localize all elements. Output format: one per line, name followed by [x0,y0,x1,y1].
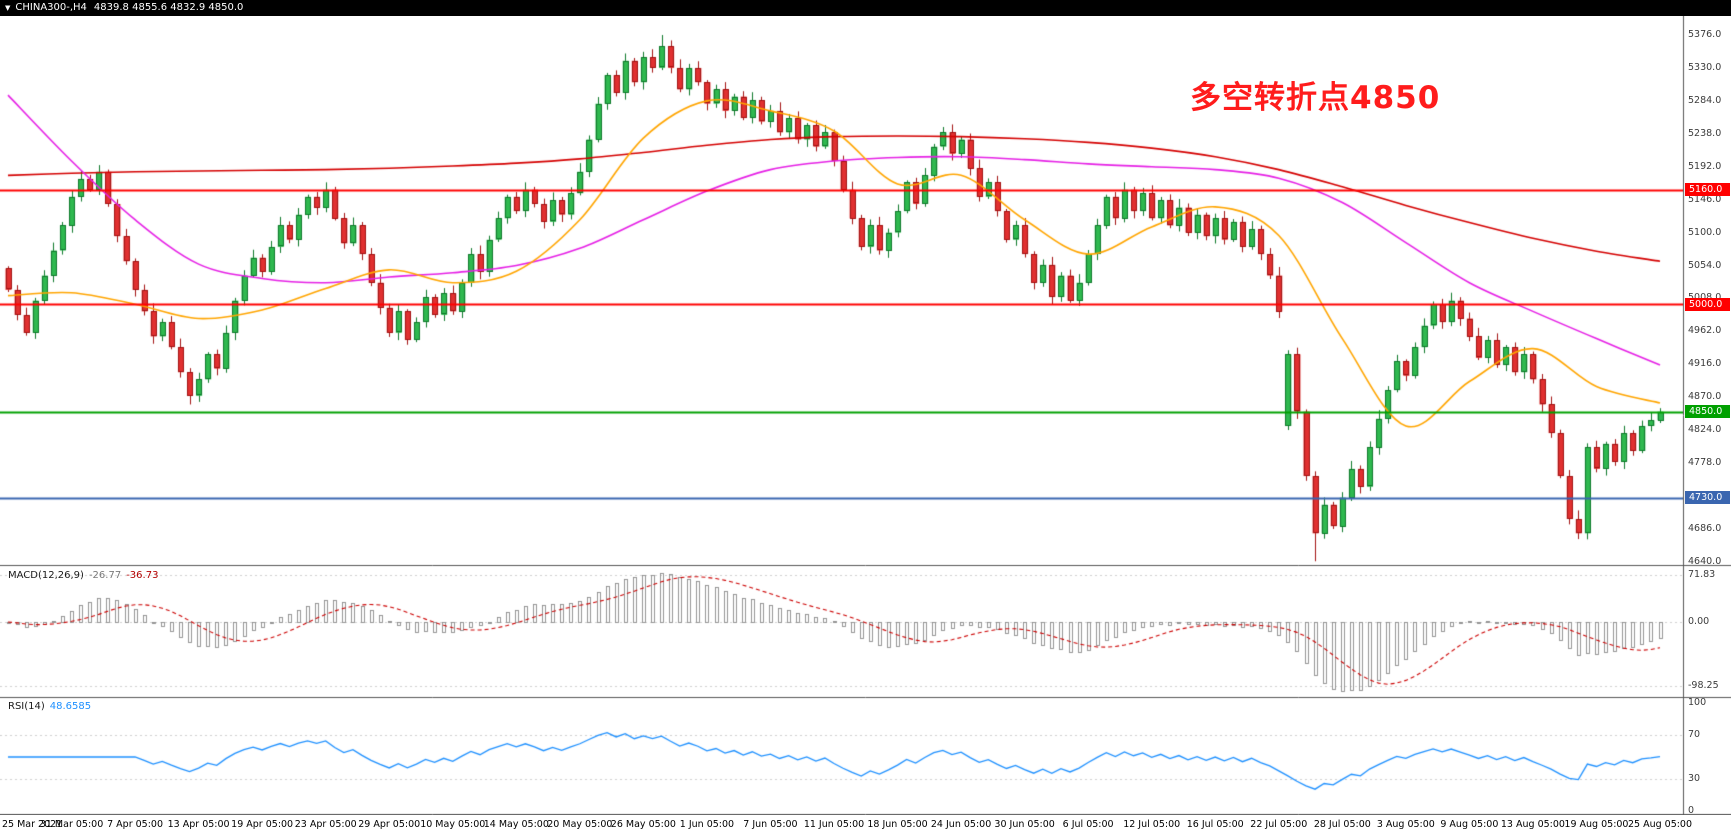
macd-indicator-label: MACD(12,26,9) -26.77 -36.73 [8,570,158,581]
price-scale[interactable]: 5376.0 5330.0 5284.0 5238.0 5192.0 5146.0 5100… [1684,16,1731,567]
price-tick-label: 4686.0 [1688,523,1722,535]
price-tick-label: 5054.0 [1688,259,1722,271]
price-tick-label: 5146.0 [1688,193,1722,205]
price-level-badge: 4730.0 [1685,491,1730,505]
price-tick-label: 5284.0 [1688,94,1722,106]
macd-tick-label: 71.83 [1688,569,1716,581]
price-tick-label: 5192.0 [1688,160,1722,172]
rsi-scale: 100 70 30 0 [1684,697,1731,816]
macd-main-value: -26.77 [88,570,122,581]
ohlc-readout: 4839.8 4855.6 4832.9 4850.0 [93,2,244,13]
date-label: 30 Jun 05:00 [994,819,1055,830]
rsi-indicator-label: RSI(14) 48.6585 [8,701,91,712]
date-label: 7 Apr 05:00 [107,819,164,830]
date-label: 25 Mar 2021 [2,819,63,830]
rsi-name: RSI(14) [8,701,45,712]
rsi-value: 48.6585 [49,701,92,712]
date-label: 1 Jun 05:00 [679,819,735,830]
price-tick-label: 5376.0 [1688,29,1722,40]
price-tick-label: 5330.0 [1688,61,1722,73]
date-label: 24 Jun 05:00 [930,819,992,830]
price-level-badge: 4850.0 [1685,405,1730,419]
macd-scale: 71.83 0.00 -98.25 [1684,566,1731,697]
date-label: 29 Apr 05:00 [358,819,421,830]
annotation-text: 多空转折点4850 [1190,80,1441,116]
time-axis[interactable]: 25 Mar 2021 31 Mar 05:00 7 Apr 05:00 13 Apr… [0,815,1731,834]
date-label: 9 Aug 05:00 [1440,819,1499,830]
date-label: 19 Aug 05:00 [1564,819,1629,830]
date-label: 11 Jun 05:00 [803,819,865,830]
symbol-timeframe-label: CHINA300-,H4 [15,2,87,13]
macd-tick-label: -98.25 [1688,680,1719,692]
date-label: 31 Mar 05:00 [39,819,104,830]
date-label: 18 Jun 05:00 [867,819,928,830]
date-label: 26 May 05:00 [610,819,676,830]
price-level-badge: 5000.0 [1685,297,1730,311]
date-label: 23 Apr 05:00 [294,819,357,830]
macd-signal-value: -36.73 [126,570,159,581]
rsi-tick-label: 70 [1688,729,1701,741]
price-tick-label: 4962.0 [1688,325,1722,337]
macd-tick-label: 0.00 [1688,616,1710,627]
price-tick-label: 4824.0 [1688,424,1722,436]
price-tick-label: 4778.0 [1688,457,1722,469]
date-label: 6 Jul 05:00 [1062,819,1114,830]
price-tick-label: 4870.0 [1688,391,1722,403]
date-label: 20 May 05:00 [547,819,613,830]
date-label: 25 Aug 05:00 [1627,819,1693,830]
price-tick-label: 4916.0 [1688,358,1722,370]
date-label: 13 Aug 05:00 [1500,819,1565,830]
chart-title-bar: ▼ CHINA300-,H4 4839.8 4855.6 4832.9 4850.0 [0,0,1731,16]
price-tick-label: 4640.0 [1688,555,1722,567]
chart-marker-icon: ▼ [5,4,11,12]
date-label: 16 Jul 05:00 [1186,819,1244,830]
macd-name: MACD(12,26,9) [8,570,84,581]
rsi-tick-label: 30 [1688,772,1701,784]
price-tick-label: 5100.0 [1688,226,1722,238]
date-label: 28 Jul 05:00 [1313,819,1371,830]
date-label: 3 Aug 05:00 [1376,819,1435,830]
rsi-tick-label: 0 [1688,805,1695,816]
date-label: 12 Jul 05:00 [1123,819,1181,830]
date-label: 19 Apr 05:00 [231,819,294,830]
rsi-tick-label: 100 [1688,697,1707,708]
date-label: 22 Jul 05:00 [1250,819,1308,830]
date-label: 13 Apr 05:00 [167,819,230,830]
date-label: 10 May 05:00 [420,819,486,830]
price-level-badge: 5160.0 [1685,183,1730,197]
date-label: 7 Jun 05:00 [743,819,798,830]
date-label: 14 May 05:00 [483,819,549,830]
price-tick-label: 5238.0 [1688,127,1722,139]
